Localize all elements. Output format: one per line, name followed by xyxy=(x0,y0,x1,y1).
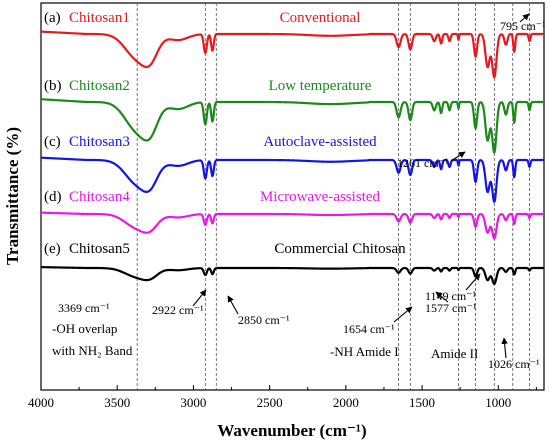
arrow-1654 xyxy=(393,306,413,323)
annotation-a1149: 1149 cm⁻¹ xyxy=(425,289,477,303)
series-method-d: Microwave-assisted xyxy=(260,189,380,205)
annotation-a1577: 1577 cm⁻¹ xyxy=(425,301,477,315)
reference-lines xyxy=(136,3,530,390)
x-axis-ticks: 4000 3500 3000 2500 2000 1500 1000 xyxy=(28,385,537,410)
plot-frame xyxy=(40,2,545,391)
annotation-aamide2: Amide II xyxy=(431,346,478,361)
x-tick-label-2000: 2000 xyxy=(333,395,359,410)
x-tick-label-4000: 4000 xyxy=(28,395,54,410)
y-axis-title: Transmittance (%) xyxy=(3,127,22,265)
annotation-anhamide: -NH Amide I xyxy=(330,344,399,359)
arrow-795 xyxy=(519,13,530,23)
annotation-a795: 795 cm⁻¹ xyxy=(500,19,546,33)
annotation-a1654: 1654 cm⁻¹ xyxy=(343,322,395,336)
series-method-e: Commercial Chitosan xyxy=(274,241,406,257)
arrow-1149 xyxy=(465,273,481,291)
series-line-a xyxy=(40,30,545,79)
series-labels: (a) Chitosan1 Conventional (b) Chitosan2 Low … xyxy=(44,10,406,257)
series-tag-c: (c) xyxy=(44,134,61,150)
x-tick-label-1000: 1000 xyxy=(485,395,511,410)
series-line-b xyxy=(40,98,545,154)
series-tag-e: (e) xyxy=(44,241,61,257)
series-name-a: Chitosan1 xyxy=(69,10,130,26)
series-name-c: Chitosan3 xyxy=(69,134,130,150)
arrow-1026 xyxy=(501,337,508,359)
series-name-e: Chitosan5 xyxy=(69,241,130,257)
annotation-a3369: 3369 cm⁻¹ xyxy=(58,301,110,315)
series-method-b: Low temperature xyxy=(269,78,372,94)
series-line-e xyxy=(40,266,545,285)
series-method-c: Autoclave-assisted xyxy=(263,134,377,150)
annotation-arrows xyxy=(192,13,530,359)
series-tag-d: (d) xyxy=(44,189,62,205)
series-name-d: Chitosan4 xyxy=(69,189,130,205)
annotation-a1261: 1261 cm⁻¹ xyxy=(397,156,449,170)
x-tick-label-3000: 3000 xyxy=(180,395,206,410)
x-axis-title: Wavenumber (cm⁻¹) xyxy=(217,421,366,440)
spectra-traces xyxy=(40,30,545,285)
arrow-1261 xyxy=(450,151,466,162)
series-line-c xyxy=(40,156,545,203)
series-method-a: Conventional xyxy=(280,10,361,26)
arrow-2922 xyxy=(192,289,207,307)
annotation-anh2: with NH₂ Band xyxy=(52,343,133,358)
arrow-2850 xyxy=(227,295,239,315)
annotation-a1026: 1026 cm⁻¹ xyxy=(488,357,540,371)
series-tag-b: (b) xyxy=(44,78,62,94)
series-tag-a: (a) xyxy=(44,10,61,26)
x-tick-label-2500: 2500 xyxy=(257,395,283,410)
annotation-aoh: -OH overlap xyxy=(52,321,117,336)
annotation-a2922: 2922 cm⁻¹ xyxy=(152,303,204,317)
x-tick-label-3500: 3500 xyxy=(104,395,130,410)
arrow-1577 xyxy=(435,291,449,303)
x-tick-label-1500: 1500 xyxy=(409,395,435,410)
annotation-a2850: 2850 cm⁻¹ xyxy=(238,313,290,327)
series-name-b: Chitosan2 xyxy=(69,78,130,94)
series-line-d xyxy=(40,211,545,240)
